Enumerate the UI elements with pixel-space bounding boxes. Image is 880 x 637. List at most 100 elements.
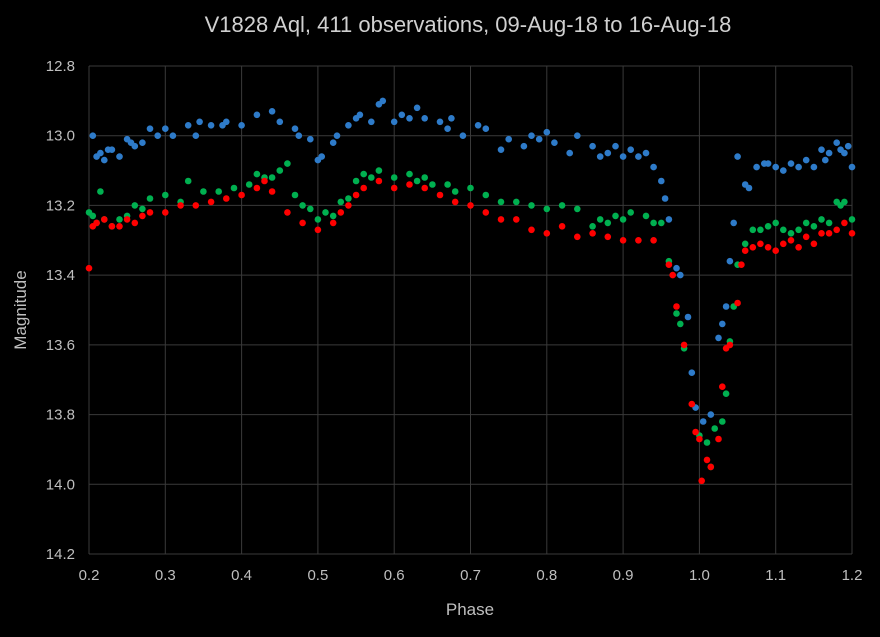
data-point-series-3: [650, 237, 657, 244]
data-point-series-2: [146, 195, 154, 202]
data-point-series-3: [467, 202, 474, 209]
x-tick-label: 0.6: [384, 567, 405, 584]
data-point-series-2: [825, 219, 833, 227]
data-point-series-3: [696, 435, 703, 443]
data-point-series-2: [802, 219, 810, 227]
data-point-series-3: [162, 209, 169, 216]
x-tick-label: 1.2: [842, 567, 863, 584]
data-point-series-2: [596, 216, 604, 223]
data-point-series-2: [719, 418, 726, 425]
data-point-series-2: [406, 170, 413, 178]
data-point-series-1: [413, 104, 421, 112]
data-point-series-1: [356, 111, 364, 119]
data-point-series-3: [207, 198, 215, 206]
data-point-series-2: [253, 170, 261, 178]
data-point-series-3: [802, 233, 810, 241]
data-point-series-3: [680, 341, 688, 349]
data-point-series-2: [722, 390, 730, 398]
data-point-series-1: [207, 122, 215, 129]
y-tick-label: 13.4: [46, 267, 75, 284]
data-point-series-3: [780, 240, 787, 248]
y-tick-label: 13.2: [46, 197, 75, 214]
data-point-series-1: [505, 135, 512, 143]
data-point-series-2: [284, 160, 291, 167]
data-point-series-1: [841, 149, 848, 157]
data-point-series-2: [184, 177, 192, 185]
data-point-series-3: [619, 237, 627, 244]
data-point-series-3: [635, 237, 642, 244]
data-point-series-3: [482, 209, 490, 216]
data-point-series-2: [230, 184, 238, 192]
y-tick-label: 13.6: [46, 337, 75, 354]
data-point-series-1: [543, 128, 551, 136]
data-point-series-1: [688, 369, 696, 377]
data-point-series-3: [795, 244, 802, 251]
data-point-series-2: [711, 425, 718, 432]
data-point-series-2: [749, 226, 757, 234]
data-point-series-3: [528, 226, 535, 234]
data-point-series-2: [429, 181, 436, 188]
data-point-series-3: [268, 188, 276, 195]
data-point-series-1: [459, 132, 467, 139]
data-point-series-2: [642, 212, 650, 220]
data-point-series-2: [337, 198, 345, 206]
data-point-series-2: [810, 223, 818, 230]
data-point-series-2: [757, 226, 764, 234]
data-point-series-1: [719, 320, 726, 328]
y-tick-label: 13.8: [46, 407, 75, 424]
data-point-series-2: [245, 181, 253, 188]
data-point-series-3: [726, 341, 734, 349]
data-point-series-1: [661, 195, 669, 202]
data-point-series-2: [589, 223, 596, 230]
data-point-series-2: [482, 191, 490, 199]
y-tick-label: 12.8: [46, 58, 75, 75]
x-tick-label: 0.7: [460, 567, 481, 584]
data-point-series-1: [658, 177, 665, 185]
data-point-series-1: [825, 149, 833, 157]
data-point-series-3: [665, 261, 673, 269]
data-point-series-1: [379, 97, 387, 105]
data-point-series-3: [841, 219, 848, 227]
data-point-series-2: [848, 216, 856, 223]
y-tick-label: 13.0: [46, 128, 75, 145]
data-point-series-1: [482, 125, 490, 132]
data-point-series-1: [764, 160, 772, 167]
data-point-series-2: [329, 212, 337, 220]
y-tick-label: 14.0: [46, 476, 75, 493]
data-point-series-1: [223, 118, 230, 126]
data-point-series-1: [276, 118, 284, 126]
data-point-series-1: [154, 132, 161, 139]
data-point-series-3: [93, 219, 100, 227]
data-point-series-3: [436, 191, 444, 199]
data-point-series-1: [196, 118, 203, 126]
data-point-series-2: [97, 188, 104, 195]
data-point-series-2: [89, 212, 97, 220]
data-point-series-1: [101, 156, 108, 164]
data-point-series-3: [451, 198, 459, 206]
data-point-series-2: [741, 240, 749, 248]
data-point-series-3: [715, 435, 722, 443]
data-point-series-3: [513, 216, 520, 223]
data-point-series-2: [139, 205, 146, 213]
data-point-series-3: [719, 383, 726, 391]
data-point-series-2: [558, 202, 566, 209]
data-point-series-2: [658, 219, 665, 227]
data-point-series-1: [673, 264, 680, 272]
data-point-series-2: [390, 174, 398, 181]
data-point-series-1: [528, 132, 535, 139]
data-point-series-1: [665, 216, 673, 223]
data-point-series-1: [684, 313, 692, 321]
data-point-series-3: [390, 184, 398, 192]
data-point-series-2: [352, 177, 360, 185]
data-point-series-2: [703, 439, 711, 446]
data-point-series-2: [413, 177, 421, 185]
data-point-series-1: [318, 153, 326, 160]
data-point-series-3: [574, 233, 581, 241]
data-point-series-2: [627, 209, 634, 216]
data-point-series-2: [772, 219, 779, 227]
data-point-series-3: [497, 216, 505, 223]
data-point-series-2: [215, 188, 222, 195]
data-point-series-1: [596, 153, 604, 160]
y-tick-label: 14.2: [46, 546, 75, 563]
